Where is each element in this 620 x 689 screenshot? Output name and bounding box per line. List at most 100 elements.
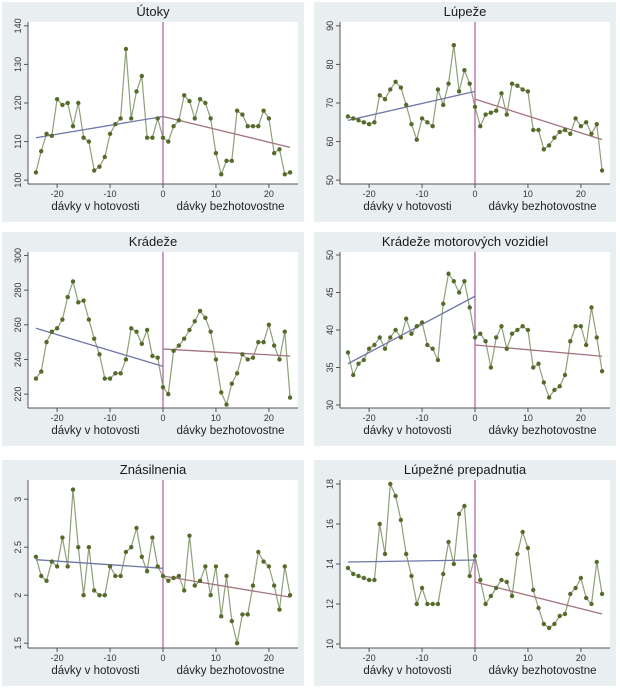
data-point [49, 329, 55, 334]
x-label-cash: dávky v hotovosti [363, 425, 451, 437]
data-point [393, 327, 398, 333]
data-point [118, 116, 123, 121]
data-point [208, 116, 213, 121]
data-point [219, 390, 224, 395]
data-point [224, 158, 229, 164]
data-point [493, 585, 499, 591]
data-point [493, 335, 499, 340]
data-point [541, 621, 547, 627]
y-tick-label: 240 [13, 352, 23, 367]
data-point [155, 355, 160, 360]
chart-svg: Útoky -20 -10 0 10 20 100 110 120 130 140 dávky v h… [13, 4, 298, 213]
data-point [446, 539, 451, 545]
data-point [382, 96, 388, 102]
data-point [261, 339, 266, 345]
data-point [70, 487, 76, 492]
data-point [203, 100, 208, 106]
y-tick-label: 100 [13, 173, 23, 188]
data-point [398, 517, 404, 523]
data-point [414, 137, 419, 142]
data-point [403, 551, 409, 557]
data-point [139, 73, 145, 79]
data-point [208, 593, 213, 598]
x-tick-label: 0 [472, 653, 477, 663]
data-point [187, 98, 192, 104]
data-point [398, 335, 404, 340]
data-point [351, 571, 356, 577]
data-point [54, 96, 60, 102]
x-tick-label: 10 [523, 653, 533, 663]
x-tick-label: -20 [363, 413, 376, 423]
data-point [356, 361, 361, 366]
data-point [441, 301, 446, 306]
data-point [197, 96, 203, 102]
data-point [499, 577, 504, 583]
data-point [552, 387, 557, 393]
y-tick-label: 12 [325, 599, 335, 609]
data-point [266, 322, 272, 327]
data-point [166, 391, 171, 397]
data-point [478, 577, 483, 583]
data-point [282, 172, 287, 177]
y-tick-label: 3 [13, 497, 23, 502]
data-point [419, 320, 425, 325]
data-point [150, 353, 155, 359]
data-point [261, 559, 266, 564]
data-point [398, 85, 404, 90]
data-point [382, 551, 388, 557]
data-point [562, 127, 568, 133]
data-point [287, 395, 293, 400]
data-point [91, 588, 97, 593]
y-tick-label: 1.5 [13, 637, 23, 650]
data-point [562, 611, 568, 617]
data-point [70, 123, 76, 129]
chart-title: Krádeže motorových vozidiel [382, 234, 548, 249]
data-point [76, 545, 81, 550]
data-point [583, 595, 589, 601]
data-point [435, 357, 441, 363]
data-point [536, 605, 541, 611]
y-tick-label: 50 [325, 250, 335, 260]
x-tick-label: 10 [211, 413, 221, 423]
data-point [568, 339, 573, 344]
chart-title: Krádeže [129, 234, 177, 249]
data-point [546, 625, 552, 631]
data-point [388, 87, 393, 92]
x-tick-label: 10 [523, 413, 533, 423]
data-point [520, 529, 525, 535]
fit-line-cashless [474, 344, 603, 357]
data-point [515, 83, 520, 88]
y-tick-label: 45 [325, 287, 335, 297]
data-point [456, 89, 462, 94]
data-point [557, 613, 562, 619]
data-point [456, 511, 462, 517]
data-point [44, 578, 49, 583]
data-point [49, 559, 55, 564]
data-point [409, 573, 414, 579]
x-tick-label: 20 [576, 189, 586, 199]
x-tick-label: -20 [51, 653, 64, 663]
chart-title: Lúpeže [444, 4, 487, 19]
data-point [488, 365, 494, 370]
data-point [573, 116, 578, 121]
x-tick-label: -10 [104, 653, 117, 663]
data-point [250, 355, 256, 360]
data-point [504, 346, 509, 351]
data-point [150, 135, 155, 140]
data-point [403, 102, 409, 108]
data-point [377, 335, 382, 340]
data-point [76, 100, 81, 106]
data-point [425, 342, 430, 348]
fit-line-cash [35, 115, 164, 139]
chart-svg: Krádeže motorových vozidiel -20 -10 0 10 20 30… [325, 234, 610, 437]
data-point [377, 93, 382, 98]
y-tick-label: 35 [325, 362, 335, 372]
x-tick-label: 20 [264, 653, 274, 663]
data-point [44, 339, 49, 345]
data-point [245, 357, 250, 362]
data-point [462, 68, 467, 73]
data-point [446, 81, 451, 86]
chart-panel-2: Lúpeže -20 -10 0 10 20 50 60 70 80 90 dávky v hotov… [314, 2, 616, 222]
y-tick-label: 260 [13, 317, 23, 332]
data-point [213, 357, 219, 362]
